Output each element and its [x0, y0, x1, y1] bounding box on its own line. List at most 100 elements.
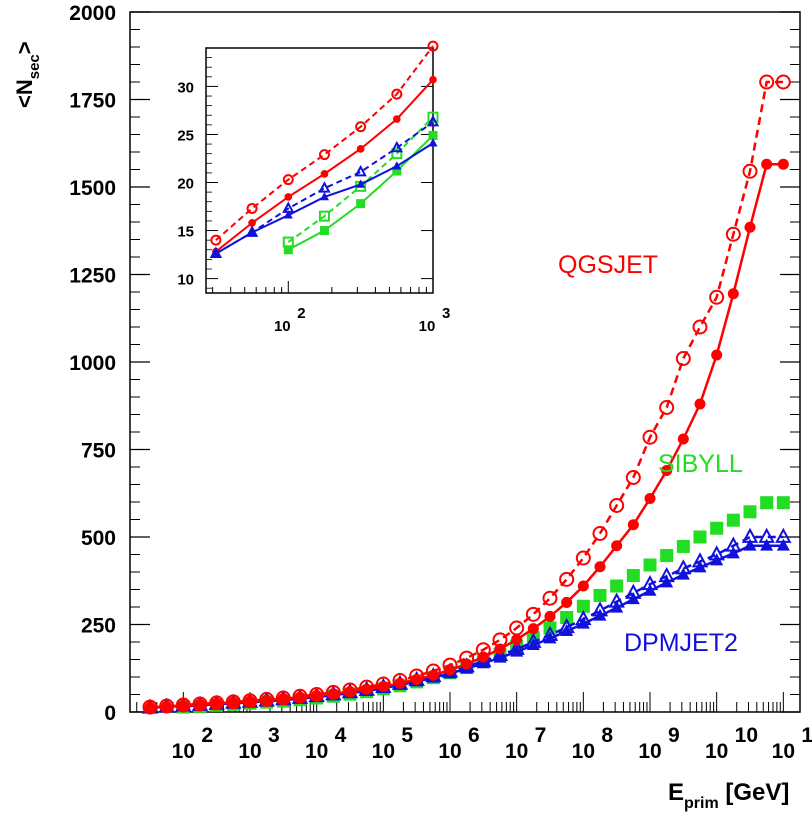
- data-point: [709, 289, 725, 305]
- series-label-dpmjet: DPMJET2: [624, 629, 738, 657]
- data-point: [626, 592, 640, 605]
- data-point: [428, 138, 438, 147]
- x-tick-label: 10: [705, 740, 728, 763]
- data-point: [759, 74, 775, 90]
- data-point: [744, 221, 756, 233]
- data-point: [318, 181, 331, 193]
- data-point: [429, 75, 437, 84]
- data-point: [356, 179, 366, 188]
- data-point: [391, 88, 403, 100]
- data-point: [643, 583, 657, 596]
- data-point: [428, 130, 438, 140]
- y-axis-title: <Nsec>: [12, 41, 43, 108]
- data-point: [761, 158, 773, 170]
- data-point: [625, 470, 641, 485]
- data-point: [775, 74, 791, 90]
- series-line: [149, 535, 784, 710]
- data-point: [355, 121, 367, 133]
- data-point: [227, 696, 239, 708]
- data-point: [643, 558, 657, 572]
- data-point: [676, 539, 690, 553]
- data-point: [777, 158, 789, 170]
- x-tick-label: 10: [172, 740, 195, 763]
- data-point: [577, 580, 589, 592]
- y-tick-label: 1750: [69, 90, 116, 113]
- data-point: [726, 513, 740, 527]
- data-point: [593, 608, 607, 621]
- data-point: [593, 588, 607, 602]
- series-label-sibyll: SIBYLL: [658, 450, 743, 478]
- data-point: [525, 606, 541, 622]
- data-point: [144, 701, 156, 713]
- data-point: [560, 624, 574, 637]
- data-point: [344, 686, 356, 698]
- data-point: [356, 199, 366, 209]
- inset-x-tick-label: 10: [419, 318, 436, 335]
- series-dpmjet_filled: [143, 538, 790, 713]
- inset-series-qgsjet_filled: [212, 75, 437, 256]
- data-point: [361, 683, 373, 695]
- data-point: [760, 496, 774, 510]
- data-point: [283, 245, 293, 255]
- x-tick-label: 10: [238, 740, 261, 763]
- data-point: [576, 599, 590, 613]
- data-point: [392, 115, 401, 123]
- data-point: [394, 677, 406, 689]
- data-point: [610, 579, 624, 593]
- data-point: [610, 600, 624, 613]
- data-point: [661, 464, 673, 477]
- y-tick-label: 750: [81, 440, 116, 463]
- data-point: [494, 643, 506, 655]
- x-tick-label: 10: [305, 740, 328, 763]
- data-point: [493, 650, 507, 663]
- data-point: [559, 571, 575, 587]
- data-point: [693, 530, 707, 544]
- x-tick-exponent: 10: [735, 724, 758, 747]
- data-point: [575, 550, 591, 566]
- data-point: [675, 351, 691, 366]
- x-tick-label: 10: [372, 740, 395, 763]
- data-point: [561, 596, 573, 608]
- data-point: [426, 114, 440, 127]
- data-point: [390, 140, 403, 153]
- data-point: [311, 690, 323, 702]
- x-tick-exponent: 6: [468, 724, 480, 747]
- data-point: [211, 697, 223, 709]
- data-point: [526, 638, 540, 651]
- inset-series-qgsjet_open: [210, 40, 439, 246]
- y-tick-label: 1250: [69, 265, 116, 288]
- data-point: [592, 526, 608, 541]
- data-point: [248, 219, 256, 227]
- y-tick-label: 1500: [69, 177, 116, 200]
- x-tick-exponent: 2: [201, 724, 213, 747]
- inset-y-tick-label: 15: [177, 224, 194, 241]
- data-point: [294, 691, 306, 703]
- data-point: [611, 540, 623, 552]
- data-point: [427, 40, 439, 52]
- data-point: [277, 693, 289, 705]
- y-tick-label: 500: [81, 527, 116, 550]
- data-point: [776, 538, 790, 551]
- data-point: [527, 623, 539, 635]
- data-point: [282, 174, 294, 186]
- y-tick-label: 0: [104, 702, 116, 725]
- data-point: [659, 400, 675, 415]
- data-point: [510, 644, 524, 657]
- x-tick-label: 10: [772, 740, 795, 763]
- data-point: [743, 538, 757, 551]
- data-point: [477, 651, 489, 663]
- data-point: [327, 688, 339, 700]
- data-point: [319, 191, 329, 201]
- data-point: [283, 210, 293, 219]
- data-point: [742, 163, 758, 179]
- data-point: [594, 561, 606, 573]
- data-point: [694, 398, 706, 410]
- data-point: [560, 611, 574, 624]
- data-point: [411, 673, 423, 685]
- data-point: [711, 349, 723, 361]
- data-point: [725, 226, 741, 242]
- data-point: [660, 549, 674, 563]
- inset-series-dpmjet_filled: [211, 138, 438, 257]
